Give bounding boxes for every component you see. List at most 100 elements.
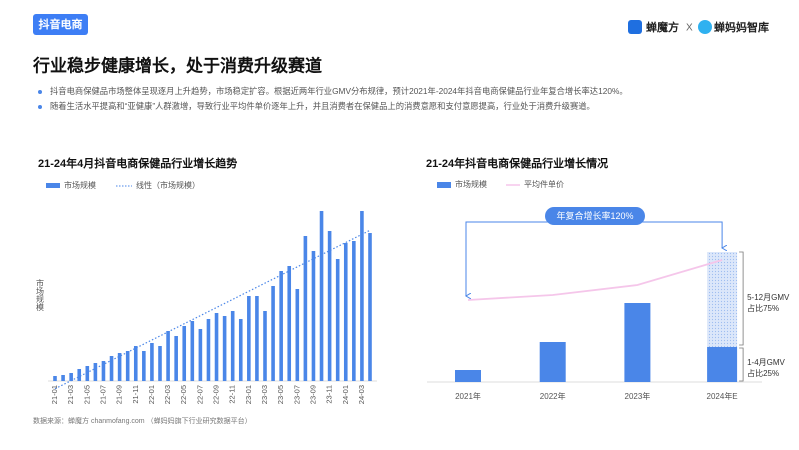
bar (360, 211, 364, 381)
x-tick-label: 22-01 (147, 385, 156, 404)
bar (142, 351, 146, 381)
bar (455, 370, 481, 382)
x-tick-label: 21-03 (66, 385, 75, 404)
share-label: 占比75% (747, 303, 779, 313)
legend-swatch (46, 183, 60, 188)
bar (101, 361, 106, 381)
bar (707, 347, 738, 382)
bar (85, 366, 90, 381)
separator: X (686, 23, 693, 34)
x-tick-label: 2021年 (455, 391, 481, 401)
bar (343, 243, 348, 381)
x-tick-label: 24-03 (357, 385, 366, 404)
legend-label: 平均件单价 (524, 179, 564, 189)
bar (707, 252, 738, 347)
logo-icon (628, 20, 642, 34)
bar (198, 329, 203, 381)
bar (327, 231, 332, 381)
x-tick-label: 21-09 (115, 385, 124, 404)
x-tick-label: 23-03 (260, 385, 269, 404)
cagr-pill (545, 207, 645, 225)
bar (214, 313, 219, 381)
tag: 抖音电商 (39, 17, 83, 31)
charts: 市场规模 线性（市场规模） 市场规模 21-01 21-03 21-05 21-07 21-0… (36, 179, 790, 404)
bar (117, 353, 122, 381)
x-tick-label: 22-09 (212, 385, 221, 404)
x-tick-label: 23-11 (325, 385, 334, 404)
brace (739, 251, 744, 346)
x-tick-label: 2022年 (540, 391, 566, 401)
title: 行业稳步健康增长，处于消费升级赛道 (32, 55, 322, 75)
bar (150, 343, 154, 381)
bar (61, 375, 65, 381)
bar (206, 319, 211, 381)
legend-label: 市场规模 (455, 179, 487, 189)
bar (174, 336, 178, 381)
bar (109, 356, 114, 381)
bullet: 随着生活水平提高和“亚健康”人群激增，导致行业平均件单价逐年上升，并且消费者在保… (50, 101, 595, 111)
trendline (54, 229, 371, 390)
x-tick-label: 22-07 (195, 385, 204, 404)
share-label: 5-12月GMV (747, 293, 790, 302)
x-tick-label: 23-07 (292, 385, 301, 404)
x-tick-label: 24-01 (341, 385, 350, 404)
x-tick-label: 22-05 (179, 385, 188, 404)
bar (263, 311, 267, 381)
x-tick-label: 21-11 (131, 385, 140, 404)
bar (247, 296, 251, 381)
bullet: 抖音电商保健品市场整体呈现逐月上升趋势，市场稳定扩容。根据近两年行业GMV分布规… (50, 86, 628, 96)
bar (238, 319, 243, 381)
cagr-label: 年复合增长率120% (556, 210, 633, 221)
x-tick-label: 23-01 (244, 385, 253, 404)
bullet-dot (38, 90, 42, 94)
logo-icon (698, 20, 712, 34)
bar (93, 363, 98, 381)
bar (352, 241, 356, 381)
share-label: 1-4月GMV (747, 358, 785, 367)
x-tick-label: 21-05 (82, 385, 91, 404)
x-tick-label: 2024年E (707, 391, 738, 401)
bar (125, 351, 130, 381)
bar (295, 289, 300, 381)
chart-title: 21-24年抖音电商保健品行业增长情况 (426, 156, 608, 170)
x-tick-label: 21-01 (50, 385, 59, 404)
legend-label: 市场规模 (64, 180, 96, 190)
bracket (465, 221, 722, 296)
bar (158, 346, 162, 381)
bar (271, 286, 275, 381)
bar (53, 376, 57, 381)
bar (279, 271, 283, 381)
chart-title: 21-24年4月抖音电商保健品行业增长趋势 (38, 156, 237, 170)
brand: 蝉魔方 (646, 20, 679, 34)
bar (182, 326, 187, 381)
bar (166, 331, 170, 381)
x-tick-label: 23-05 (276, 385, 285, 404)
legend-swatch (437, 182, 451, 188)
bar (77, 369, 82, 381)
line (467, 259, 723, 301)
bullet-dot (38, 105, 42, 109)
y-axis-label: 市场规模 (36, 278, 45, 312)
x-tick-label: 22-03 (163, 385, 172, 404)
bar (222, 316, 227, 381)
bar (133, 346, 138, 381)
x-tick-label: 2023年 (625, 391, 651, 401)
bar (255, 296, 259, 381)
bar (230, 311, 235, 381)
share-label: 占比25% (747, 368, 779, 378)
x-tick-label: 21-07 (98, 385, 107, 404)
bar (368, 233, 372, 381)
bar (287, 266, 292, 381)
brace (739, 347, 744, 382)
bar (539, 342, 566, 382)
x-tick-label: 23-09 (308, 385, 317, 404)
bar (319, 211, 324, 381)
bar (311, 251, 316, 381)
bar (335, 259, 340, 381)
legend-label: 线性（市场规模） (136, 180, 200, 190)
source: 数据来源：蝉魔方 chanmofang.com （蝉妈妈旗下行业研究数据平台） (33, 416, 252, 425)
bar (303, 236, 308, 381)
bar (624, 303, 651, 382)
x-tick-label: 22-11 (228, 385, 237, 404)
